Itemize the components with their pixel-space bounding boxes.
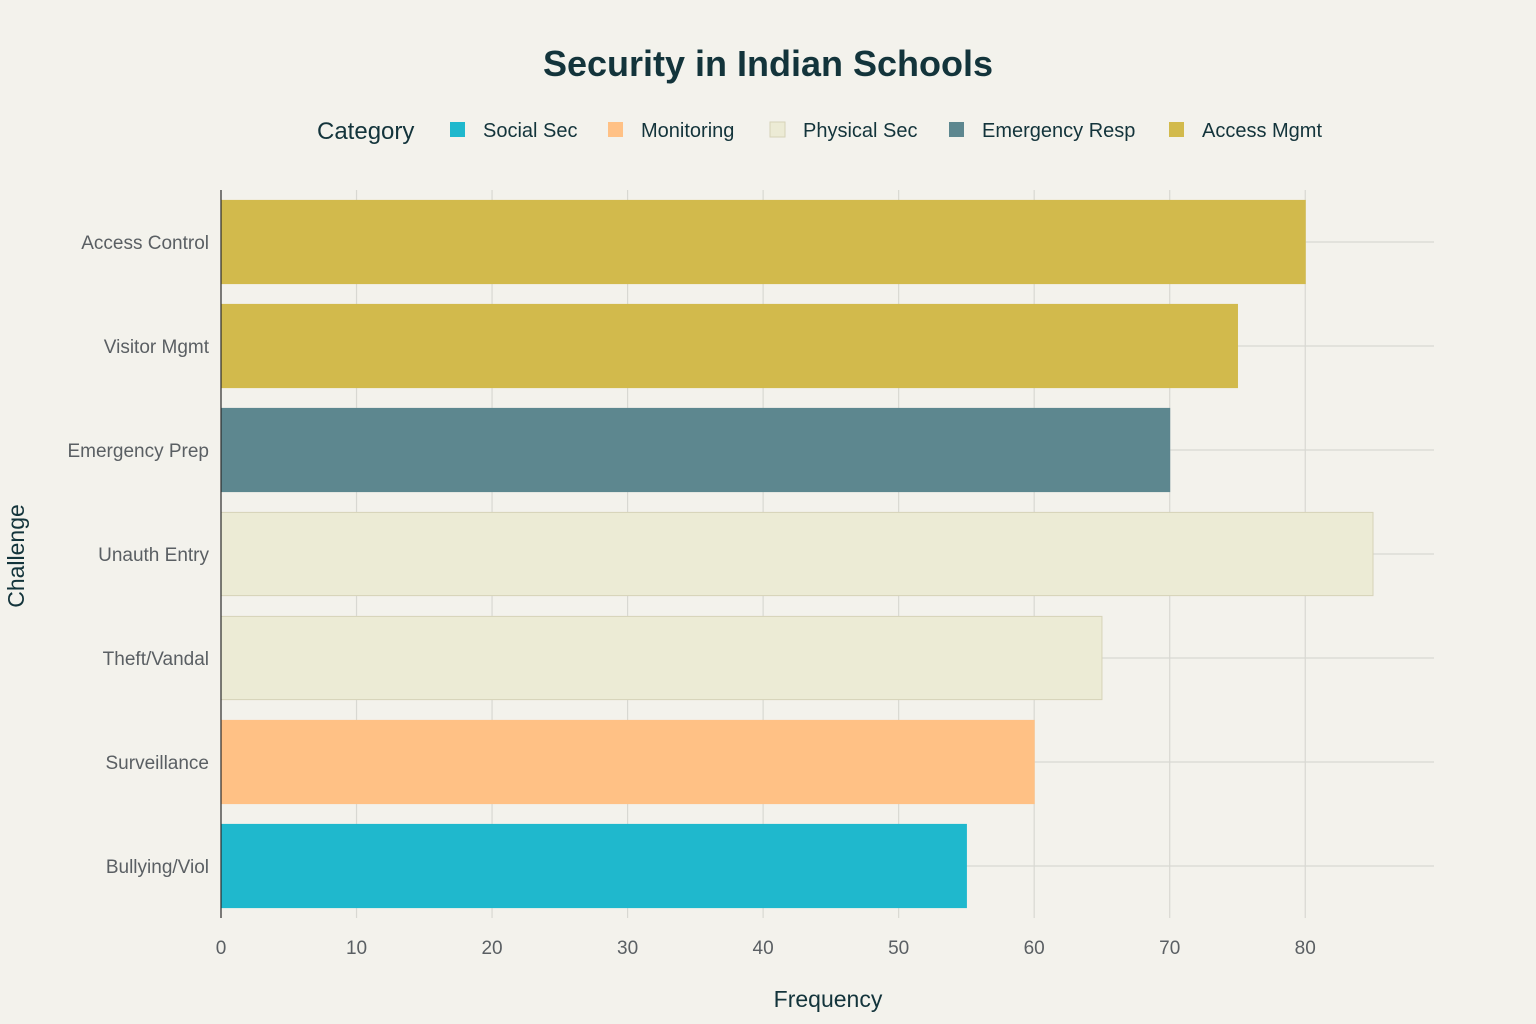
legend-swatch (1169, 122, 1184, 137)
x-axis-title: Frequency (774, 986, 883, 1012)
legend-swatch (949, 122, 964, 137)
bar-unauth-entry (220, 511, 1374, 597)
x-tick-label: 0 (216, 938, 227, 959)
bar-visitor-mgmt (220, 303, 1238, 389)
y-axis-title: Challenge (3, 504, 29, 608)
x-tick-labels: 0 10 20 30 40 50 60 70 80 (216, 938, 1316, 959)
legend-swatch (769, 121, 786, 138)
x-tick-label: 10 (346, 938, 367, 959)
chart-title: Security in Indian Schools (543, 43, 993, 84)
bar-bullying-viol (220, 823, 967, 909)
y-tick-label: Surveillance (106, 753, 210, 774)
x-tick-label: 50 (888, 938, 909, 959)
bar-emergency-prep (220, 407, 1171, 493)
legend-label: Monitoring (641, 120, 734, 142)
x-tick-label: 40 (753, 938, 774, 959)
bar-surveillance (220, 719, 1035, 805)
legend-swatch (450, 122, 465, 137)
y-tick-label: Access Control (81, 233, 209, 254)
y-tick-label: Emergency Prep (67, 441, 209, 462)
x-tick-label: 30 (617, 938, 638, 959)
y-tick-label: Unauth Entry (98, 545, 209, 566)
x-tick-label: 60 (1024, 938, 1045, 959)
bars (220, 199, 1374, 909)
y-tick-label: Visitor Mgmt (104, 337, 210, 358)
legend-swatch (608, 122, 623, 137)
legend-label: Emergency Resp (982, 120, 1135, 142)
legend-label: Physical Sec (803, 120, 918, 142)
bar-access-control (220, 199, 1306, 285)
legend-label: Access Mgmt (1202, 120, 1322, 142)
y-tick-label: Bullying/Viol (106, 857, 209, 878)
legend-title: Category (317, 118, 414, 145)
x-tick-label: 70 (1159, 938, 1180, 959)
y-tick-label: Theft/Vandal (103, 649, 209, 670)
y-tick-labels: Access Control Visitor Mgmt Emergency Prep… (67, 233, 209, 878)
legend: Category Social Sec Monitoring Physical Se… (317, 118, 1322, 145)
legend-label: Social Sec (483, 120, 578, 142)
x-tick-label: 20 (481, 938, 502, 959)
x-tick-label: 80 (1295, 938, 1316, 959)
bar-theft-vandal (220, 615, 1103, 701)
